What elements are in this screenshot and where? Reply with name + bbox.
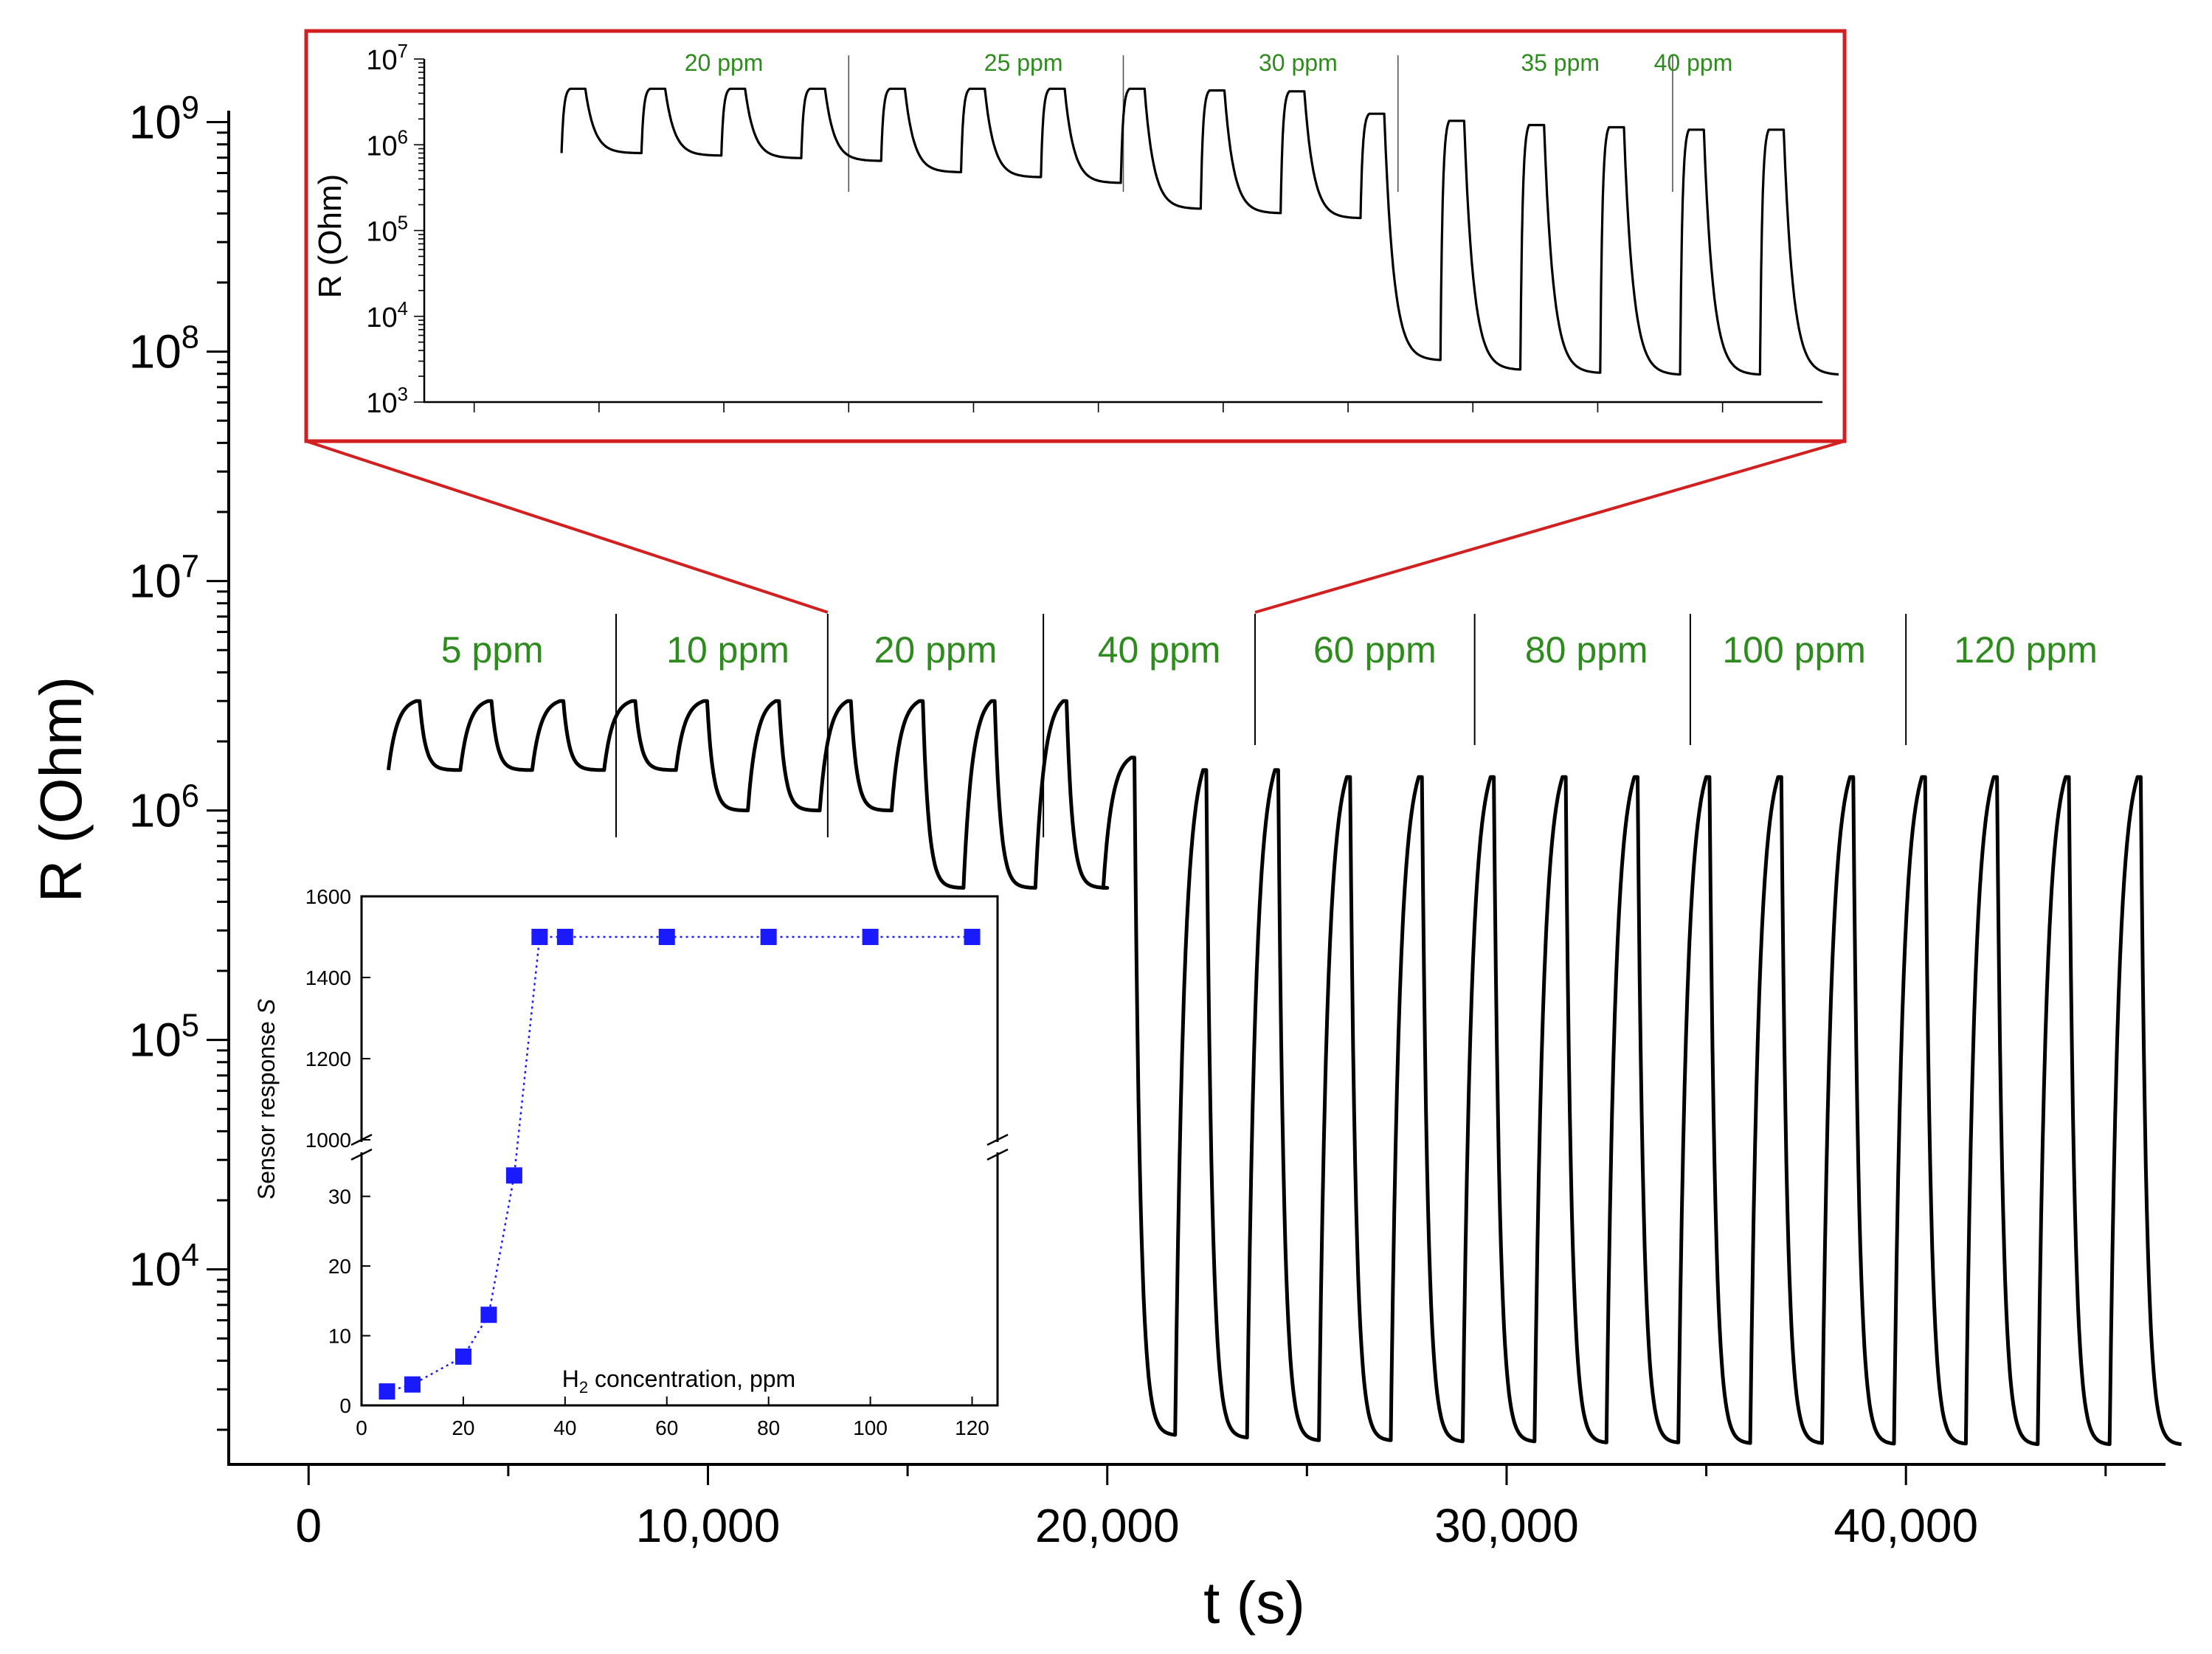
inset2-x-tick-label: 0 — [356, 1416, 367, 1439]
inset2-x-tick-label: 80 — [757, 1416, 780, 1439]
axis-break-mark — [350, 1148, 373, 1161]
segment-label: 80 ppm — [1525, 629, 1648, 671]
inset2-y-tick-label: 20 — [328, 1255, 351, 1278]
inset2-x-tick-label: 20 — [452, 1416, 474, 1439]
x-axis-title: t (s) — [1203, 1570, 1305, 1636]
inset-y-tick-label: 105 — [366, 213, 408, 248]
main-trace — [387, 699, 2182, 1447]
segment-label: 40 ppm — [1098, 629, 1221, 671]
inset2-x-tick-label: 120 — [955, 1416, 989, 1439]
inset2-y-tick-label: 10 — [328, 1325, 351, 1348]
data-point — [556, 929, 573, 945]
segment-label: 5 ppm — [441, 629, 544, 671]
zoom-line-right — [1254, 440, 1845, 614]
y-tick-label: 106 — [129, 779, 199, 837]
x-tick-label: 30,000 — [1434, 1499, 1579, 1552]
zoom-frame — [304, 29, 1847, 443]
zoom-connector — [305, 440, 1845, 614]
y-tick-label: 107 — [129, 550, 199, 608]
x-tick-label: 20,000 — [1035, 1499, 1180, 1552]
y-tick-label: 104 — [129, 1238, 199, 1296]
segment-label: 10 ppm — [666, 629, 789, 671]
data-point — [658, 929, 675, 945]
axis-break-mark — [986, 1133, 1009, 1146]
inset2-x-tick-label: 60 — [655, 1416, 678, 1439]
segment-label: 60 ppm — [1313, 629, 1437, 671]
data-point — [505, 1167, 522, 1184]
break-gap-left — [357, 1142, 366, 1152]
inset2-x-tick-label: 40 — [553, 1416, 576, 1439]
inset2-y-tick-label: 1600 — [305, 885, 351, 908]
data-point — [379, 1383, 395, 1400]
inset2-y-axis-title: Sensor response S — [253, 999, 280, 1200]
data-point — [480, 1307, 497, 1323]
main-axes — [227, 111, 2166, 1466]
inset-segment-label: 20 ppm — [685, 49, 764, 76]
inset-segment-label: 30 ppm — [1259, 49, 1338, 76]
y-axis-title: R (Ohm) — [28, 677, 94, 903]
y-tick-label: 109 — [129, 91, 199, 149]
break-gap-right — [993, 1142, 1002, 1152]
x-tick-label: 0 — [295, 1499, 322, 1552]
inset2-y-tick-label: 0 — [339, 1394, 351, 1417]
inset-segment-label: 25 ppm — [984, 49, 1063, 76]
inset2-y-tick-label: 30 — [328, 1186, 351, 1208]
inset-y-tick-label: 104 — [366, 299, 408, 333]
data-point — [455, 1348, 471, 1365]
axis-break-mark — [986, 1148, 1009, 1161]
inset2-y-tick-label: 1000 — [305, 1129, 351, 1152]
top-inset-chart: 103 104 105 106 107 R (Ohm) 20 ppm 25 ppm 30 ppm… — [304, 29, 1847, 443]
inset-y-axis-title: R (Ohm) — [312, 174, 348, 299]
y-tick-label: 108 — [129, 320, 199, 378]
x-tick-label: 40,000 — [1833, 1499, 1978, 1552]
inset2-frame — [360, 895, 999, 1407]
segment-label: 120 ppm — [1954, 629, 2098, 671]
inset-segment-label: 40 ppm — [1654, 49, 1733, 76]
inset2-y-tick-label: 1200 — [305, 1048, 351, 1070]
bottom-inset-chart: 1000 1200 1400 1600 0 10 20 30 0 20 40 60 80 100 120 H2… — [253, 885, 1009, 1439]
segment-label: 100 ppm — [1722, 629, 1866, 671]
inset-segment-label: 35 ppm — [1521, 49, 1600, 76]
inset2-x-axis-title: H2 concentration, ppm — [562, 1366, 795, 1397]
data-point — [862, 929, 879, 945]
data-point — [531, 929, 548, 945]
inset-y-tick-label: 106 — [366, 127, 408, 162]
segment-label: 20 ppm — [874, 629, 998, 671]
inset2-x-tick-label: 100 — [853, 1416, 888, 1439]
zoom-line-left — [305, 440, 829, 614]
inset2-y-tick-label: 1400 — [305, 966, 351, 989]
inset-trace — [560, 87, 1839, 376]
y-tick-label: 105 — [129, 1008, 199, 1067]
inset-y-tick-label: 103 — [366, 384, 408, 419]
x-tick-label: 10,000 — [636, 1499, 781, 1552]
inset-y-tick-label: 107 — [366, 41, 408, 76]
main-chart: 0 10,000 20,000 30,000 40,000 t (s) 104 105 106 1… — [28, 91, 2182, 1636]
data-point — [404, 1376, 421, 1393]
data-point — [760, 929, 777, 945]
data-point — [964, 929, 981, 945]
